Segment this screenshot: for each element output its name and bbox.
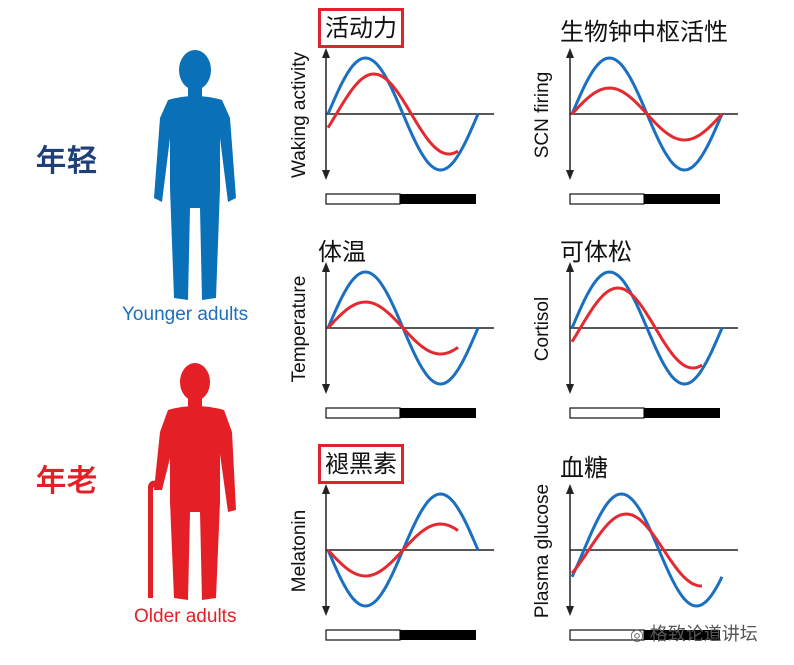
older-curve [326, 72, 459, 156]
waking-activity-ylabel: Waking activity [289, 52, 310, 178]
younger-curve [570, 492, 724, 608]
day-bar [569, 193, 645, 205]
y-axis-up-arrow [322, 262, 330, 272]
younger-group-label: 年轻 [36, 144, 98, 179]
watermark-text: 格致论道讲坛 [649, 624, 758, 645]
older-curve [570, 286, 703, 370]
y-axis-up-arrow [566, 262, 574, 272]
temperature-title: 体温 [318, 238, 366, 266]
cortisol-plot [566, 262, 738, 419]
y-axis-down-arrow [322, 384, 330, 394]
night-bar [400, 194, 476, 204]
night-bar [644, 630, 720, 640]
younger-curve [570, 270, 724, 386]
melatonin-plot [322, 484, 494, 641]
night-bar [644, 408, 720, 418]
y-axis-down-arrow [322, 170, 330, 180]
plasma-glucose-title: 血糖 [560, 454, 608, 482]
scn-firing-ylabel: SCN firing [532, 71, 553, 159]
older-curve [570, 86, 724, 142]
y-axis-down-arrow [566, 170, 574, 180]
cortisol-ylabel: Cortisol [532, 296, 553, 362]
waking-activity-plot [322, 48, 494, 205]
younger-adult-silhouette [154, 50, 236, 300]
chat-bubble-icon: ◎ [630, 625, 644, 644]
older-curve [570, 512, 702, 588]
y-axis-up-arrow [566, 48, 574, 58]
watermark: ◎ 格致论道讲坛 [630, 620, 758, 646]
melatonin-title: 褪黑素 [318, 444, 404, 484]
older-curve [326, 300, 459, 356]
older-adult-silhouette [148, 363, 236, 600]
day-bar [569, 407, 645, 419]
older-group-label: 年老 [36, 464, 98, 499]
day-bar [325, 629, 401, 641]
younger-curve [326, 56, 480, 172]
waking-activity-title: 活动力 [318, 8, 404, 48]
y-axis-down-arrow [566, 606, 574, 616]
scn-firing-plot [566, 48, 738, 205]
plasma-glucose-plot [566, 484, 738, 641]
temperature-plot [322, 262, 494, 419]
temperature-ylabel: Temperature [289, 275, 310, 383]
scn-firing-title: 生物钟中枢活性 [560, 18, 728, 46]
y-axis-up-arrow [322, 48, 330, 58]
day-bar [325, 407, 401, 419]
y-axis-down-arrow [566, 384, 574, 394]
night-bar [400, 630, 476, 640]
older-adults-caption: Older adults [134, 606, 237, 627]
melatonin-ylabel: Melatonin [289, 509, 310, 593]
plasma-glucose-ylabel: Plasma glucose [532, 483, 553, 619]
night-bar [400, 408, 476, 418]
older-curve [326, 522, 459, 578]
day-bar [325, 193, 401, 205]
y-axis-up-arrow [566, 484, 574, 494]
night-bar [644, 194, 720, 204]
y-axis-up-arrow [322, 484, 330, 494]
younger-adults-caption: Younger adults [122, 304, 249, 325]
y-axis-down-arrow [322, 606, 330, 616]
cortisol-title: 可体松 [560, 238, 632, 266]
